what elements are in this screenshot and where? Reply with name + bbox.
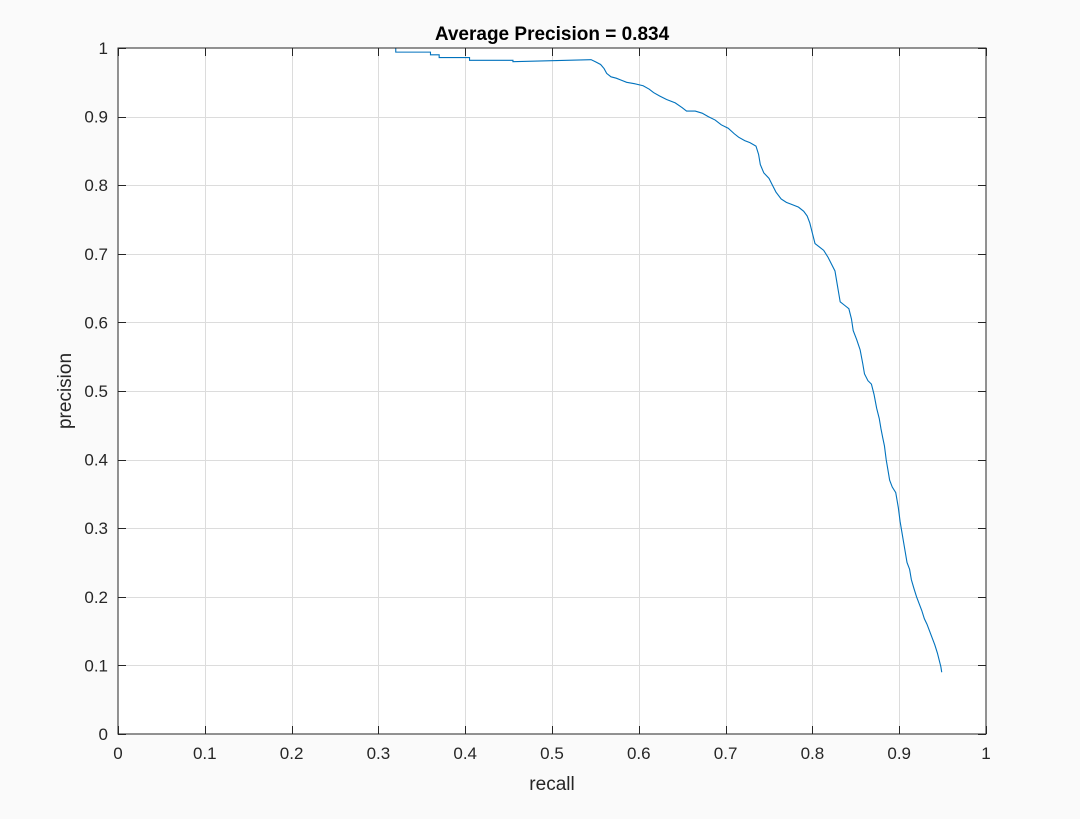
x-tick-label: 0.5: [540, 744, 564, 763]
x-tick-label: 0.7: [714, 744, 738, 763]
y-tick-label: 0.8: [84, 176, 108, 195]
axes-border: [117, 47, 987, 735]
y-tick-label: 0.9: [84, 108, 108, 127]
x-tick-label: 0.8: [801, 744, 825, 763]
series: [118, 47, 943, 673]
x-tick-labels: 0 0.1 0.2 0.3 0.4 0.5 0.6 0.7 0.8 0.9 1: [113, 744, 990, 763]
x-tick-label: 0.9: [887, 744, 911, 763]
y-tick-label: 0: [99, 725, 108, 744]
y-axis-label: precision: [55, 353, 76, 429]
y-tick-label: 0.4: [84, 451, 108, 470]
x-axis-label: recall: [529, 774, 574, 795]
y-tick-label: 0.5: [84, 382, 108, 401]
x-tick-label: 1: [981, 744, 990, 763]
y-tick-label: 1: [99, 39, 108, 58]
y-tick-label: 0.1: [84, 656, 108, 675]
x-tick-label: 0.1: [193, 744, 217, 763]
chart-title: Average Precision = 0.834: [435, 24, 670, 45]
y-tick-labels: 0 0.1 0.2 0.3 0.4 0.5 0.6 0.7 0.8 0.9 1: [84, 39, 108, 744]
x-tick-label: 0.6: [627, 744, 651, 763]
y-tick-label: 0.6: [84, 313, 108, 332]
precision-recall-line: [118, 47, 943, 673]
grid: [118, 48, 986, 734]
x-tick-label: 0.4: [453, 744, 477, 763]
y-tick-label: 0.3: [84, 519, 108, 538]
y-tick-label: 0.2: [84, 588, 108, 607]
x-tick-label: 0.3: [367, 744, 391, 763]
x-tick-label: 0: [113, 744, 122, 763]
y-tick-label: 0.7: [84, 245, 108, 264]
x-tick-label: 0.2: [280, 744, 304, 763]
